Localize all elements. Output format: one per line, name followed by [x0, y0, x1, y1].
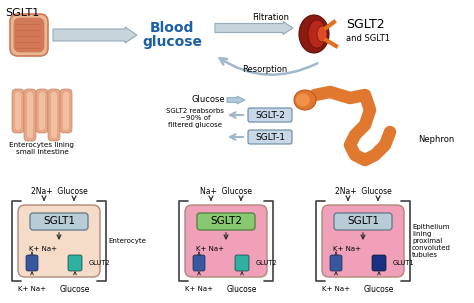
- Text: Glucose: Glucose: [227, 285, 257, 294]
- Ellipse shape: [317, 26, 327, 42]
- Text: SGLT-2: SGLT-2: [255, 111, 285, 119]
- FancyBboxPatch shape: [12, 89, 24, 133]
- Text: Glucose: Glucose: [364, 285, 394, 294]
- FancyBboxPatch shape: [248, 130, 292, 144]
- Text: Enterocytes lining
small intestine: Enterocytes lining small intestine: [9, 142, 74, 155]
- FancyBboxPatch shape: [330, 255, 342, 271]
- Text: SGLT2: SGLT2: [210, 217, 242, 227]
- FancyArrow shape: [215, 22, 293, 35]
- Ellipse shape: [308, 20, 326, 48]
- Text: Blood: Blood: [150, 21, 194, 35]
- Text: GLUT2: GLUT2: [256, 260, 278, 266]
- Text: K+ Na+: K+ Na+: [29, 246, 57, 252]
- Text: Glucose: Glucose: [191, 95, 225, 105]
- Text: SGLT-1: SGLT-1: [255, 132, 285, 142]
- Text: Resorption: Resorption: [242, 65, 288, 75]
- FancyArrow shape: [53, 27, 137, 43]
- Text: SGLT1: SGLT1: [43, 217, 75, 227]
- FancyBboxPatch shape: [10, 14, 48, 56]
- FancyBboxPatch shape: [235, 255, 249, 271]
- Text: 2Na+  Glucose: 2Na+ Glucose: [335, 187, 392, 195]
- FancyBboxPatch shape: [193, 255, 205, 271]
- Text: Filtration: Filtration: [252, 14, 289, 22]
- Text: SGLT2 reabsorbs
~90% of
filtered glucose: SGLT2 reabsorbs ~90% of filtered glucose: [166, 108, 224, 128]
- Text: glucose: glucose: [142, 35, 202, 49]
- FancyBboxPatch shape: [51, 92, 57, 138]
- Text: SGLT1: SGLT1: [5, 8, 39, 18]
- FancyBboxPatch shape: [30, 213, 88, 230]
- Text: SGLT2: SGLT2: [346, 18, 384, 31]
- Ellipse shape: [296, 94, 310, 106]
- FancyBboxPatch shape: [48, 89, 60, 141]
- Text: K+ Na+: K+ Na+: [196, 246, 224, 252]
- FancyBboxPatch shape: [185, 205, 267, 277]
- Text: Enterocyte: Enterocyte: [108, 238, 146, 244]
- FancyBboxPatch shape: [24, 89, 36, 141]
- FancyBboxPatch shape: [36, 89, 48, 133]
- FancyArrow shape: [227, 96, 245, 104]
- FancyBboxPatch shape: [60, 89, 72, 133]
- Text: 2Na+  Glucose: 2Na+ Glucose: [31, 187, 87, 195]
- Text: SGLT1: SGLT1: [347, 217, 379, 227]
- Text: K+ Na+: K+ Na+: [185, 286, 213, 292]
- FancyBboxPatch shape: [27, 92, 33, 138]
- Text: Glucose: Glucose: [60, 285, 90, 294]
- Text: K+ Na+: K+ Na+: [18, 286, 46, 292]
- FancyBboxPatch shape: [39, 92, 45, 130]
- FancyBboxPatch shape: [334, 213, 392, 230]
- FancyBboxPatch shape: [26, 255, 38, 271]
- Text: K+ Na+: K+ Na+: [333, 246, 361, 252]
- Text: Na+  Glucose: Na+ Glucose: [200, 187, 252, 195]
- FancyBboxPatch shape: [18, 205, 100, 277]
- FancyBboxPatch shape: [197, 213, 255, 230]
- FancyBboxPatch shape: [322, 205, 404, 277]
- Text: Epithelium
lining
proximal
convoluted
tubules: Epithelium lining proximal convoluted tu…: [412, 224, 451, 258]
- FancyBboxPatch shape: [15, 92, 21, 130]
- Text: GLUT1: GLUT1: [393, 260, 414, 266]
- FancyBboxPatch shape: [248, 108, 292, 122]
- FancyBboxPatch shape: [68, 255, 82, 271]
- Ellipse shape: [299, 15, 329, 53]
- Text: and SGLT1: and SGLT1: [346, 34, 390, 43]
- FancyBboxPatch shape: [14, 18, 44, 52]
- Text: Nephron: Nephron: [418, 135, 454, 145]
- Text: K+ Na+: K+ Na+: [322, 286, 350, 292]
- FancyBboxPatch shape: [63, 92, 69, 130]
- Text: GLUT2: GLUT2: [89, 260, 110, 266]
- Ellipse shape: [294, 90, 316, 110]
- FancyBboxPatch shape: [372, 255, 386, 271]
